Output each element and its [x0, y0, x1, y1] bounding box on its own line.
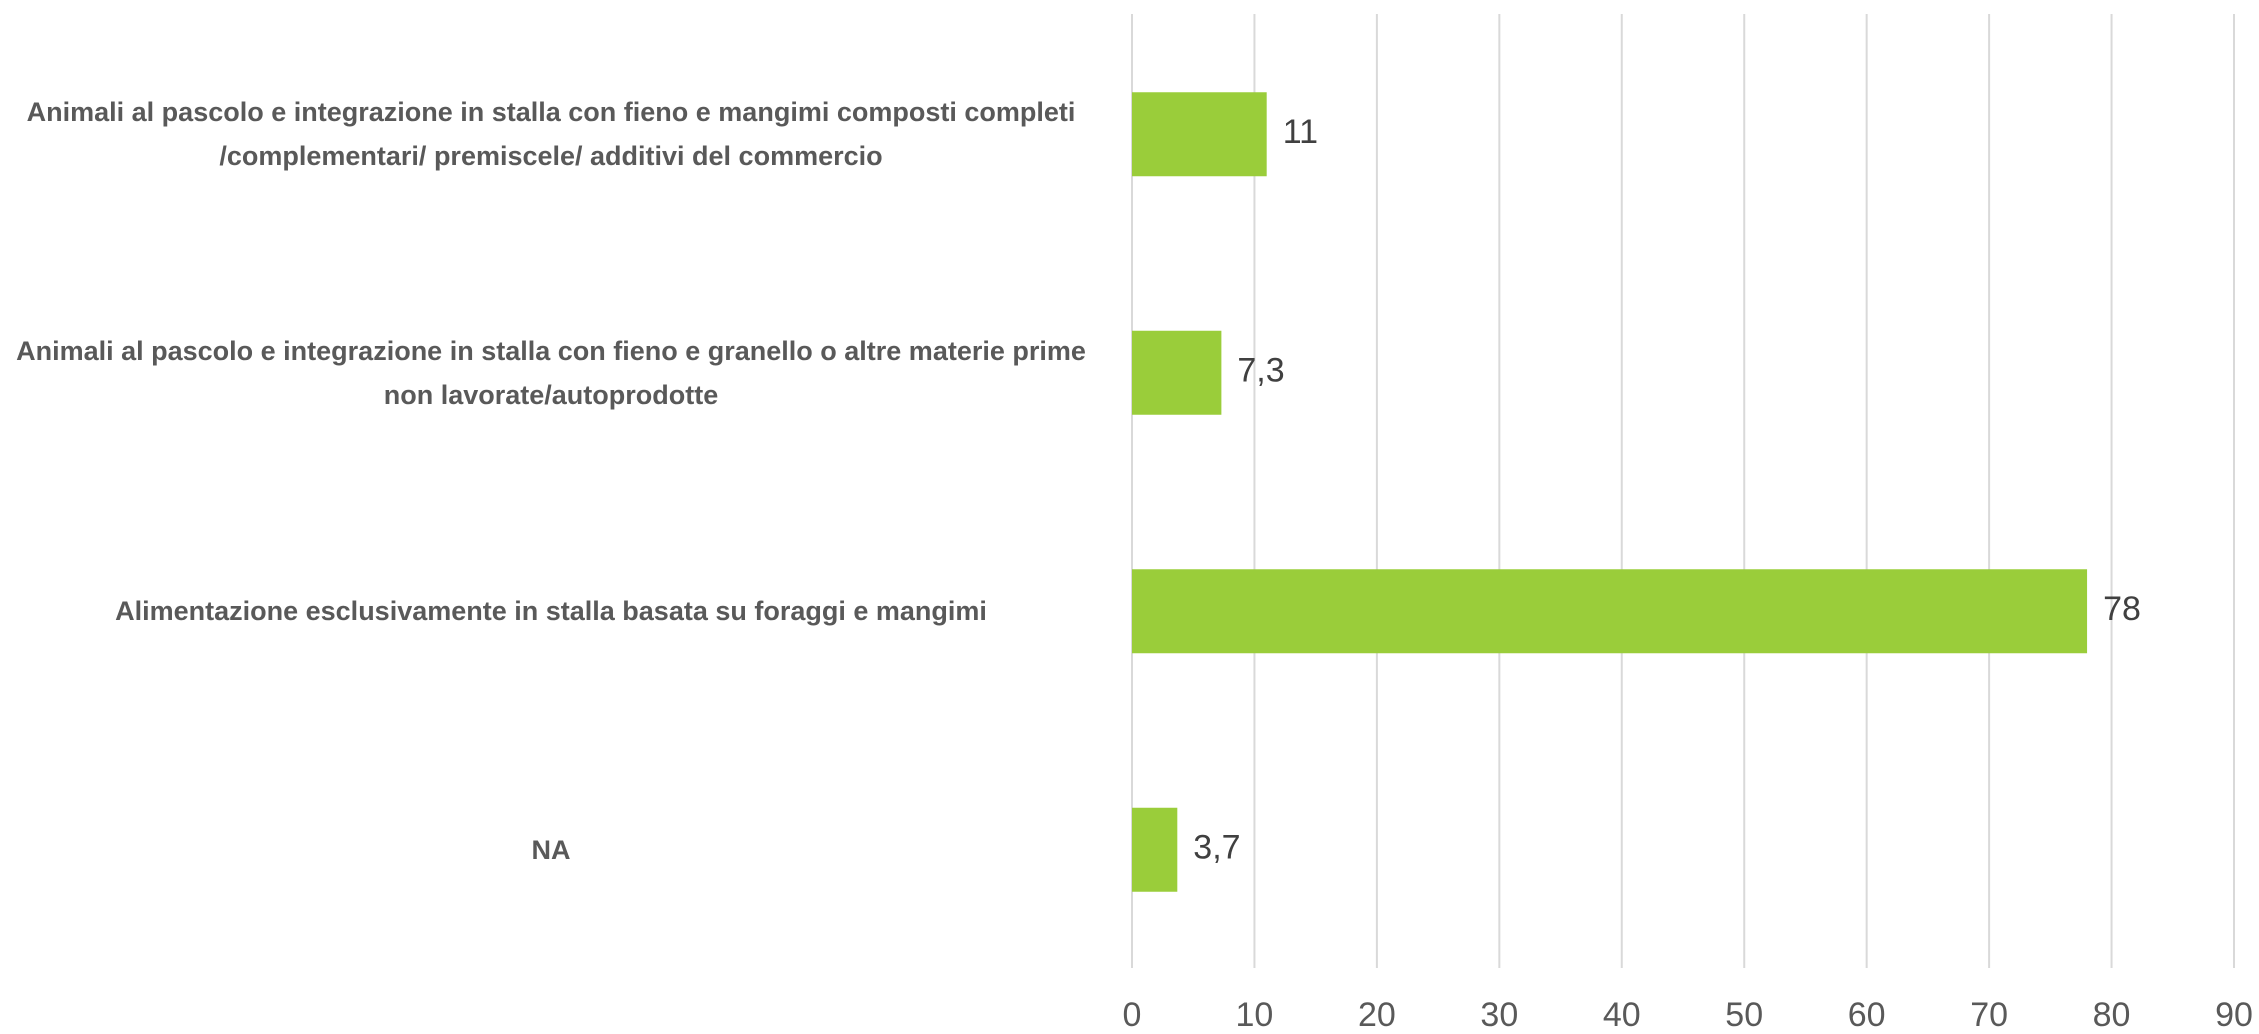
bar	[1132, 569, 2088, 654]
bar	[1132, 92, 1267, 177]
value-label: 78	[2103, 590, 2141, 628]
category-label: Alimentazione esclusivamente in stalla b…	[115, 596, 987, 627]
x-tick-label: 0	[1123, 996, 1142, 1034]
bar	[1132, 807, 1178, 892]
x-tick-label: 40	[1603, 996, 1641, 1034]
category-label: Animali al pascolo e integrazione in sta…	[16, 335, 1086, 410]
x-tick-label: 50	[1725, 996, 1763, 1034]
x-tick-label: 60	[1848, 996, 1886, 1034]
x-tick-label: 90	[2215, 996, 2253, 1034]
category-label: NA	[531, 834, 571, 865]
x-tick-label: 20	[1358, 996, 1396, 1034]
x-tick-label: 30	[1480, 996, 1518, 1034]
value-label: 7,3	[1237, 352, 1284, 390]
x-tick-label: 10	[1236, 996, 1274, 1034]
category-label: Animali al pascolo e integrazione in sta…	[26, 97, 1076, 172]
x-tick-label: 70	[1970, 996, 2008, 1034]
bar	[1132, 330, 1222, 415]
value-label: 3,7	[1193, 829, 1240, 867]
value-label: 11	[1283, 113, 1318, 151]
x-tick-label: 80	[2093, 996, 2131, 1034]
